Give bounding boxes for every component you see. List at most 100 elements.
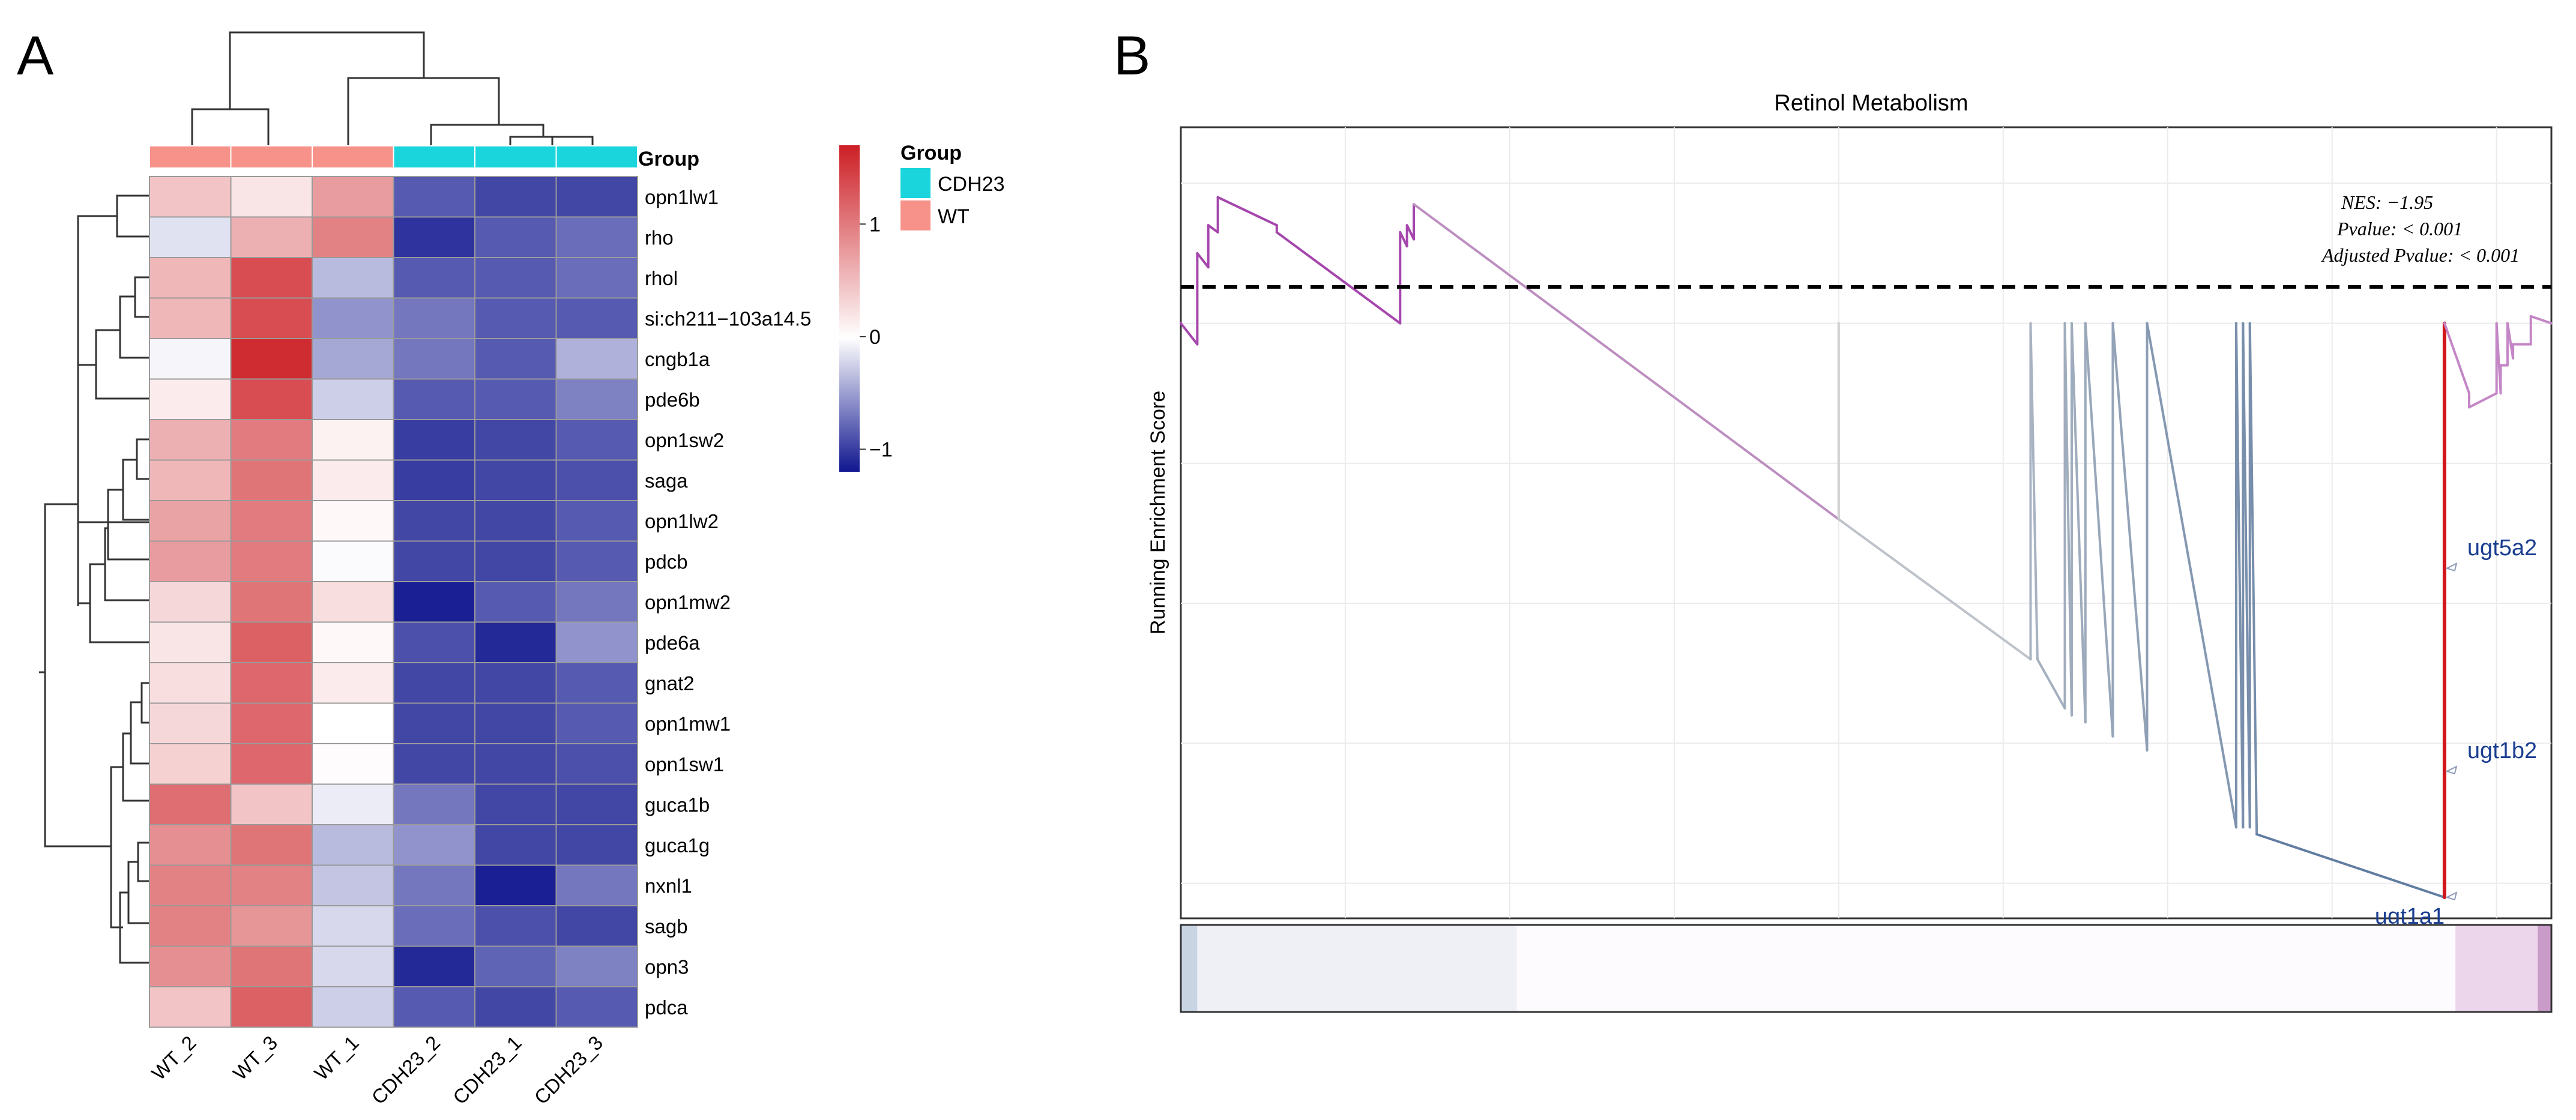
heatmap-cell: [393, 338, 475, 380]
heatmap-cell: [149, 581, 232, 623]
running-score-segment: [2070, 322, 2087, 724]
heatmap-cell: [312, 824, 394, 866]
heatmap-cell: [555, 419, 638, 461]
heatmap-cell: [474, 986, 557, 1028]
heatmap-cell: [230, 216, 313, 258]
heatmap-cell: [555, 540, 638, 582]
stat-nes: NES: −1.95: [2341, 191, 2433, 213]
heatmap-cell: [474, 945, 557, 987]
running-score-segment: [1413, 203, 1840, 521]
row-label: saga: [645, 469, 688, 492]
heatmap-cell: [393, 297, 475, 339]
heatmap-cell: [230, 500, 313, 542]
heatmap-cell: [230, 662, 313, 704]
gsea-ylabel: Running Enrichment Score: [1147, 391, 1169, 634]
legend-label-wt: WT: [938, 205, 970, 228]
rank-bar-segment: [2538, 925, 2551, 1012]
heatmap-cell: [312, 216, 394, 258]
heatmap-cell: [555, 621, 638, 663]
heatmap-cell: [149, 864, 232, 906]
heatmap-cell: [393, 824, 475, 866]
heatmap-cell: [230, 986, 313, 1028]
annotation-label: Group: [638, 148, 699, 170]
running-score-segment: [2529, 315, 2553, 325]
heatmap-cell: [230, 783, 313, 825]
heatmap-cell: [474, 419, 557, 461]
gene-label: ugt5a2: [2467, 535, 2537, 561]
heatmap-cell: [230, 338, 313, 380]
row-label: opn3: [645, 956, 689, 978]
heatmap-cell: [555, 662, 638, 704]
heatmap-cell: [230, 743, 313, 785]
heatmap-cell: [474, 621, 557, 663]
heatmap-cell: [149, 662, 232, 704]
heatmap-cell: [149, 540, 232, 582]
row-label: nxnl1: [645, 875, 692, 897]
row-label: opn1sw1: [645, 753, 724, 775]
heatmap-cell: [474, 905, 557, 947]
heatmap-cell: [312, 864, 394, 906]
colorbar-tick-label: 0: [869, 326, 881, 349]
heatmap-cell: [312, 176, 394, 218]
heatmap-cell: [393, 216, 475, 258]
heatmap-cell: [230, 297, 313, 339]
heatmap-cell: [555, 945, 638, 987]
heatmap-cell: [555, 743, 638, 785]
heatmap-cell: [230, 459, 313, 501]
panel-letter-a: A: [17, 25, 54, 86]
row-label: pdcb: [645, 550, 688, 573]
heatmap-cell: [230, 905, 313, 947]
gsea-title: Retinol Metabolism: [1774, 91, 1968, 116]
column-label: CDH23_2: [367, 1031, 445, 1109]
heatmap-panel: A: [17, 25, 1004, 1109]
stat-pvalue: Pvalue: < 0.001: [2336, 218, 2463, 239]
row-dendrogram: [39, 194, 149, 964]
heatmap-cell: [474, 783, 557, 825]
row-label: opn1sw2: [645, 429, 724, 451]
panel-letter-b: B: [1114, 25, 1150, 86]
group-annotation-bar: [149, 145, 638, 169]
heatmap-cell: [474, 257, 557, 299]
column-dendrogram: [191, 31, 594, 146]
heatmap-cell: [393, 864, 475, 906]
heatmap-cell: [393, 621, 475, 663]
gene-marker: [2445, 562, 2458, 572]
running-score-segment: [2255, 833, 2446, 899]
heatmap-cell: [149, 621, 232, 663]
running-score-lines: [1180, 196, 2553, 900]
rank-bar: [1181, 925, 2551, 1012]
heatmap-cell: [393, 905, 475, 947]
heatmap-cell: [393, 662, 475, 704]
heatmap-cell: [555, 986, 638, 1028]
running-score-segment: [2443, 322, 2471, 395]
heatmap-cell: [149, 419, 232, 461]
heatmap-cell: [149, 257, 232, 299]
heatmap-cell: [393, 783, 475, 825]
heatmap-cell: [393, 459, 475, 501]
row-label: opn1lw1: [645, 186, 719, 208]
heatmap-cell: [555, 176, 638, 218]
heatmap-cell: [230, 176, 313, 218]
column-label: WT_2: [147, 1031, 200, 1084]
heatmap-cell: [393, 945, 475, 987]
rank-bar-segment: [1181, 925, 1198, 1012]
heatmap-cell: [474, 824, 557, 866]
heatmap-cell: [393, 986, 475, 1028]
colorbar-tick-label: −1: [869, 438, 893, 461]
heatmap-cell: [555, 338, 638, 380]
heatmap-cell: [312, 297, 394, 339]
heatmap-cell: [393, 743, 475, 785]
gsea-grid: [1181, 127, 2551, 918]
row-label: guca1b: [645, 793, 710, 816]
running-score-segment: [1837, 518, 2032, 661]
heatmap-cell: [312, 581, 394, 623]
group-legend: Group CDH23 WT: [900, 142, 1004, 230]
row-label: sagb: [645, 915, 688, 938]
heatmap-cell: [149, 459, 232, 501]
row-labels: opn1lw1 rho rhol si:ch211−103a14.5 cngb1a pde…: [645, 186, 811, 1019]
running-score-segment: [2084, 322, 2114, 738]
heatmap-cell: [393, 419, 475, 461]
heatmap-cell: [149, 216, 232, 258]
heatmap-cell: [555, 702, 638, 744]
